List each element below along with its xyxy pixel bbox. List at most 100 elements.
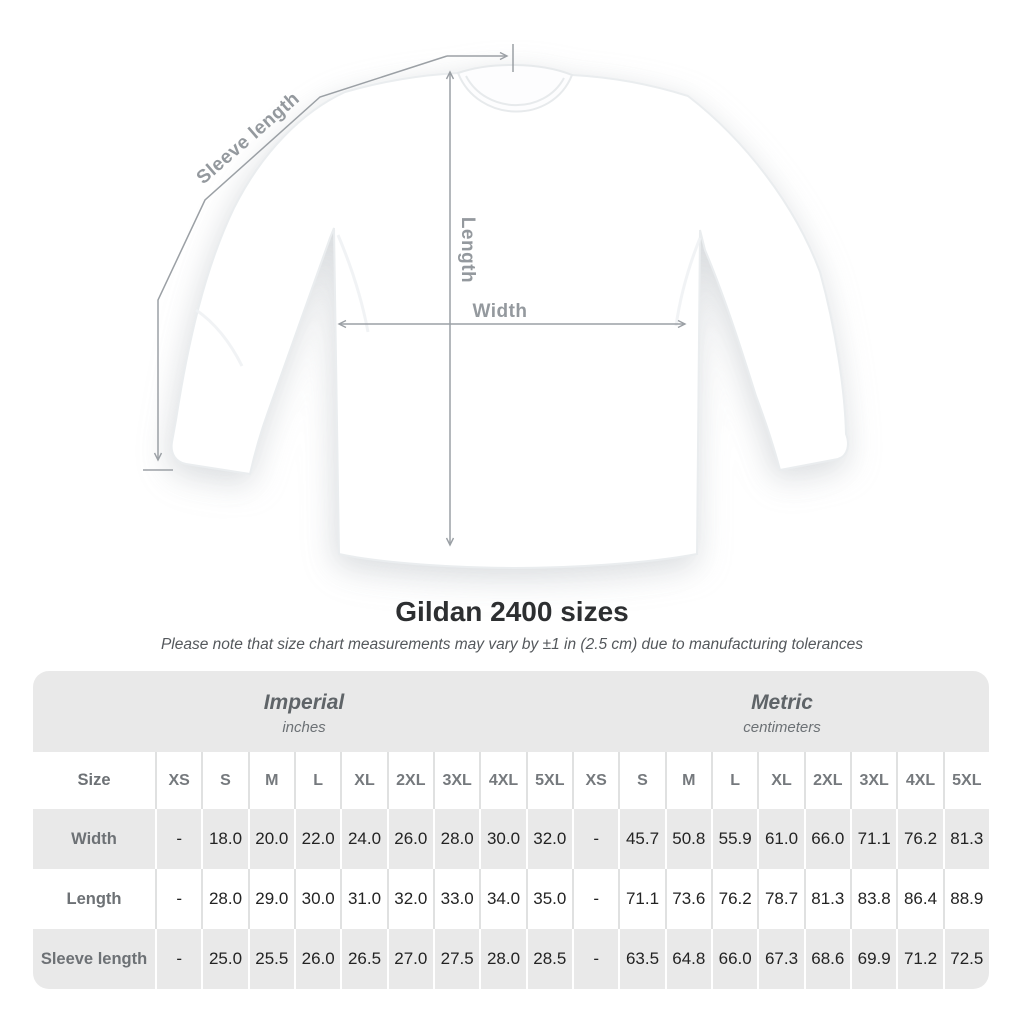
table-cell: 27.5 (432, 929, 479, 989)
shirt-collar (456, 64, 574, 113)
table-cell: 32.0 (386, 869, 433, 929)
column-header: XL (340, 752, 386, 809)
row-label: Width (71, 829, 117, 848)
length-label: Length (457, 217, 478, 283)
shirt-crease-left-sleeve (195, 308, 244, 367)
table-cell: 73.6 (664, 869, 711, 929)
table-cell: 66.0 (710, 929, 757, 989)
column-header: S (618, 752, 664, 809)
column-header: 5XL (942, 752, 989, 809)
metric-sub-label: centimeters (743, 719, 821, 736)
table-cell: 63.5 (618, 929, 664, 989)
column-header: XL (757, 752, 803, 809)
table-cell: 30.0 (479, 809, 525, 869)
table-cell: 34.0 (479, 869, 525, 929)
column-header: 5XL (525, 752, 572, 809)
table-cell: 71.1 (849, 809, 896, 869)
table-cell: 26.5 (340, 929, 386, 989)
width-label: Width (472, 301, 527, 322)
table-cell: 76.2 (896, 809, 942, 869)
column-header: L (293, 752, 340, 809)
imperial-sub-label: inches (282, 719, 326, 736)
table-cell: 50.8 (664, 809, 711, 869)
column-header: 4XL (896, 752, 942, 809)
table-cell: 28.0 (479, 929, 525, 989)
table-cell: 18.0 (201, 809, 247, 869)
table-cell: 76.2 (710, 869, 757, 929)
shirt-measurement-diagram: Sleeve length Length Width (143, 44, 849, 570)
table-cell: 20.0 (247, 809, 294, 869)
size-chart-table: Imperial inches Metric centimeters Size X… (33, 671, 989, 989)
column-header: 2XL (803, 752, 850, 809)
table-cell: 25.5 (247, 929, 294, 989)
sleeve-measure-line (153, 55, 448, 462)
imperial-header-group: Imperial inches (33, 671, 575, 752)
table-cell: 28.5 (525, 929, 572, 989)
table-cell: 72.5 (942, 929, 989, 989)
shirt-illustration (170, 64, 849, 570)
table-cell: - (155, 869, 201, 929)
metric-header-group: Metric centimeters (575, 671, 989, 752)
table-cell: 83.8 (849, 869, 896, 929)
title-block: Gildan 2400 sizes Please note that size … (0, 596, 1024, 654)
table-cell: - (155, 929, 201, 989)
table-cell: 71.1 (618, 869, 664, 929)
page-subtitle: Please note that size chart measurements… (160, 635, 864, 653)
column-header: 2XL (386, 752, 433, 809)
column-header: S (201, 752, 247, 809)
table-cell: 55.9 (710, 809, 757, 869)
table-cell: - (571, 929, 618, 989)
table-cell: 45.7 (618, 809, 664, 869)
size-header-row: Size XS S M L XL 2XL 3XL 4XL 5XL XS S M L XL 2XL 3XL 4XL 5… (33, 752, 989, 809)
table-row: Length -28.0 29.0 30.0 31.0 32.0 33.0 34.0 35.0-… (33, 869, 989, 929)
column-header: 3XL (849, 752, 896, 809)
shirt-collar-inner-line (465, 75, 565, 107)
table-cell: 61.0 (757, 809, 803, 869)
table-cell: 22.0 (293, 809, 340, 869)
table-cell: 64.8 (664, 929, 711, 989)
table-cell: 35.0 (525, 869, 572, 929)
shirt-silhouette (170, 64, 849, 570)
table-cell: 31.0 (340, 869, 386, 929)
table-cell: 26.0 (386, 809, 433, 869)
table-cell: 33.0 (432, 869, 479, 929)
page-title: Gildan 2400 sizes (395, 596, 629, 627)
table-cell: 32.0 (525, 809, 572, 869)
table-cell: 27.0 (386, 929, 433, 989)
table-row: Sleeve length -25.0 25.5 26.0 26.5 27.0 27.5 28… (33, 929, 989, 989)
row-label: Sleeve length (40, 949, 148, 968)
measurement-lines (143, 44, 687, 547)
column-header: M (664, 752, 711, 809)
table-cell: 68.6 (803, 929, 850, 989)
table-cell: 81.3 (803, 869, 850, 929)
table-cell: 71.2 (896, 929, 942, 989)
table-cell: 86.4 (896, 869, 942, 929)
shirt-crease-right (674, 237, 702, 327)
column-header: L (710, 752, 757, 809)
table-cell: 67.3 (757, 929, 803, 989)
table-cell: 88.9 (942, 869, 989, 929)
table-cell: 30.0 (293, 869, 340, 929)
column-header: M (247, 752, 294, 809)
table-cell: 29.0 (247, 869, 294, 929)
column-header: 4XL (479, 752, 525, 809)
column-header-size: Size (77, 771, 111, 789)
units-header-row: Imperial inches Metric centimeters (33, 671, 989, 752)
table-cell: 28.0 (201, 869, 247, 929)
table-body: Width -18.0 20.0 22.0 24.0 26.0 28.0 30.0 32.0-4… (33, 809, 989, 989)
metric-label: Metric (751, 691, 813, 714)
column-header: XS (155, 752, 201, 809)
table-cell: 28.0 (432, 809, 479, 869)
table-cell: 78.7 (757, 869, 803, 929)
imperial-label: Imperial (263, 691, 345, 714)
table-cell: - (155, 809, 201, 869)
table-cell: - (571, 869, 618, 929)
table-cell: 81.3 (942, 809, 989, 869)
table-cell: 66.0 (803, 809, 850, 869)
table-cell: 69.9 (849, 929, 896, 989)
table-cell: 26.0 (293, 929, 340, 989)
table-cell: - (571, 809, 618, 869)
column-header: 3XL (432, 752, 479, 809)
row-label: Length (66, 889, 122, 908)
